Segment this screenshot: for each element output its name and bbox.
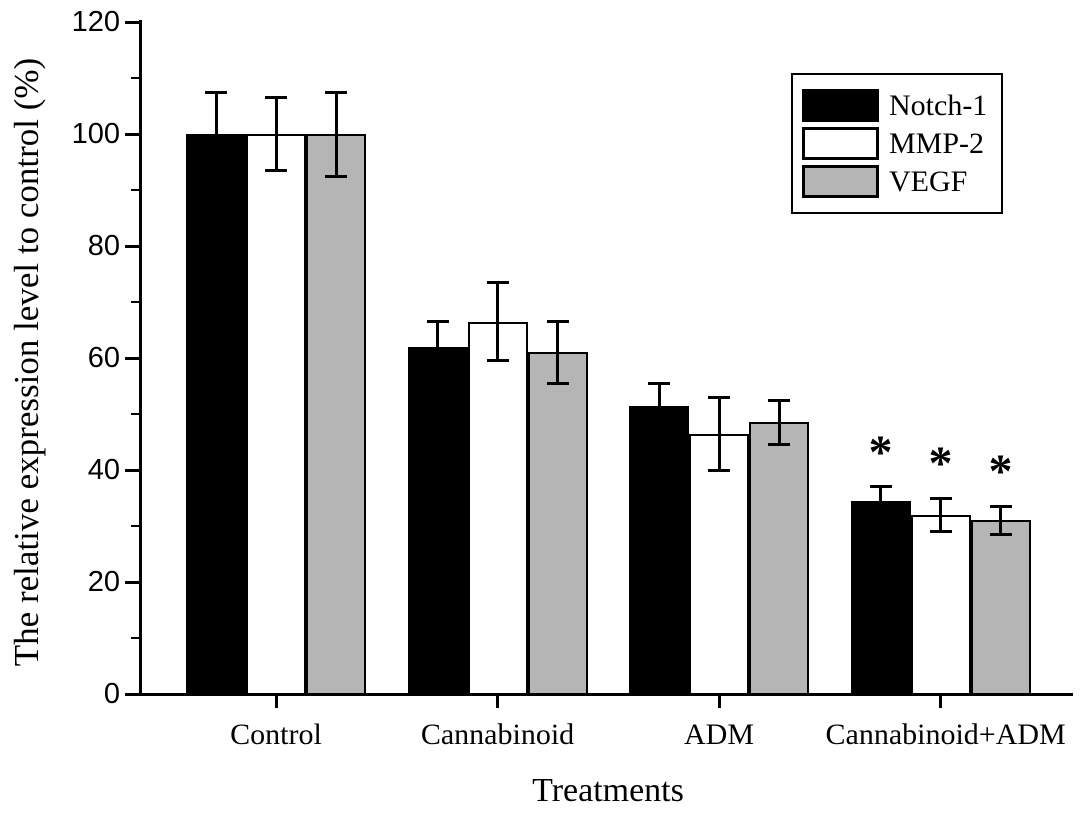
y-axis-minor-tick <box>131 77 139 79</box>
significance-asterisk: * <box>988 445 1013 499</box>
error-bar-cap-bottom <box>486 359 509 363</box>
legend: Notch-1 MMP-2 VEGF <box>791 73 1004 214</box>
legend-label: VEGF <box>889 165 968 198</box>
legend-item: VEGF <box>802 165 987 198</box>
error-bar-cap-top <box>546 320 569 324</box>
x-axis-category-label: Cannabinoid <box>420 718 575 751</box>
error-bar-cap-bottom <box>989 532 1012 536</box>
y-axis-major-tick <box>125 692 139 696</box>
error-bar-line <box>879 486 882 515</box>
error-bar-cap-top <box>205 90 227 94</box>
y-axis-tick-label: 120 <box>71 6 120 38</box>
error-bar-cap-top <box>325 90 347 94</box>
x-axis-category-label: Cannabinoid+ADM <box>825 718 1066 751</box>
error-bar-line <box>334 92 338 176</box>
error-bar-cap-top <box>768 398 790 402</box>
error-bar-cap-top <box>869 485 892 489</box>
error-bar-line <box>717 397 721 470</box>
legend-swatch-notch-1 <box>802 89 879 122</box>
y-axis-minor-tick <box>131 189 139 191</box>
x-axis-tick <box>717 695 721 708</box>
y-axis-minor-tick <box>131 637 139 639</box>
y-axis-tick-label: 40 <box>87 454 120 486</box>
error-bar-cap-bottom <box>708 468 730 472</box>
x-axis-title: Treatments <box>532 772 684 809</box>
legend-label: MMP-2 <box>889 127 985 160</box>
error-bar-cap-bottom <box>768 443 790 447</box>
legend-item: MMP-2 <box>802 127 987 160</box>
legend-item: Notch-1 <box>802 89 987 122</box>
error-bar-cap-top <box>929 496 952 500</box>
error-bar-cap-top <box>265 96 287 100</box>
bar-mmp-2-cannabinoid+adm <box>910 514 971 695</box>
bar-mmp-2-cannabinoid <box>467 321 528 695</box>
error-bar-line <box>999 506 1002 535</box>
error-bar-cap-bottom <box>265 168 287 172</box>
x-axis-tick <box>496 695 499 708</box>
significance-asterisk: * <box>868 425 893 479</box>
bar-notch-1-cannabinoid+adm <box>850 500 911 695</box>
x-axis-tick <box>274 695 278 708</box>
error-bar-line <box>939 498 942 532</box>
y-axis-title: The relative expression level to control… <box>7 57 46 667</box>
error-bar-line <box>777 400 781 445</box>
bar-notch-1-adm <box>629 405 689 695</box>
error-bar-cap-top <box>486 280 509 284</box>
y-axis-tick-label: 20 <box>87 566 120 598</box>
significance-asterisk: * <box>928 437 953 490</box>
y-axis-tick-label: 100 <box>71 118 120 150</box>
error-bar-cap-bottom <box>546 381 569 385</box>
error-bar-line <box>556 321 559 384</box>
error-bar-cap-bottom <box>325 174 347 178</box>
y-axis-major-tick <box>125 580 139 584</box>
y-axis-minor-tick <box>131 413 139 415</box>
y-axis-major-tick <box>125 244 139 248</box>
x-axis-line <box>139 692 1073 696</box>
legend-swatch-mmp-2 <box>802 127 879 160</box>
x-axis-category-label: Control <box>230 718 322 751</box>
error-bar-cap-top <box>708 395 730 399</box>
error-bar-cap-top <box>426 320 449 324</box>
error-bar-cap-top <box>989 504 1012 508</box>
error-bar-line <box>657 383 661 428</box>
y-axis-tick-label: 80 <box>87 230 120 262</box>
y-axis-line <box>139 20 142 696</box>
y-axis-minor-tick <box>131 525 139 527</box>
x-axis-tick <box>939 695 942 708</box>
y-axis-major-tick <box>125 132 139 136</box>
error-bar-line <box>496 282 499 361</box>
y-axis-major-tick <box>125 468 139 472</box>
error-bar-cap-bottom <box>869 513 892 517</box>
bar-notch-1-cannabinoid <box>407 346 468 695</box>
error-bar-cap-top <box>648 381 670 385</box>
bar-notch-1-control <box>186 134 246 695</box>
x-axis-category-label: ADM <box>683 718 754 751</box>
bar-vegf-cannabinoid <box>527 352 588 695</box>
bar-mmp-2-control <box>246 134 306 695</box>
error-bar-line <box>274 97 278 171</box>
bar-mmp-2-adm <box>689 433 749 695</box>
bar-vegf-cannabinoid+adm <box>970 520 1031 695</box>
y-axis-major-tick <box>125 356 139 360</box>
error-bar-cap-bottom <box>426 370 449 374</box>
error-bar-cap-bottom <box>648 426 670 430</box>
error-bar-line <box>214 92 218 176</box>
error-bar-cap-bottom <box>929 530 952 534</box>
bar-vegf-control <box>306 134 366 695</box>
error-bar-cap-bottom <box>205 174 227 178</box>
legend-swatch-vegf <box>802 165 879 198</box>
y-axis-minor-tick <box>131 301 139 303</box>
y-axis-tick-label: 0 <box>103 678 120 710</box>
y-axis-major-tick <box>125 20 139 24</box>
bar-vegf-adm <box>749 422 809 695</box>
legend-label: Notch-1 <box>889 89 988 122</box>
y-axis-tick-label: 60 <box>87 342 120 374</box>
error-bar-line <box>436 321 439 372</box>
